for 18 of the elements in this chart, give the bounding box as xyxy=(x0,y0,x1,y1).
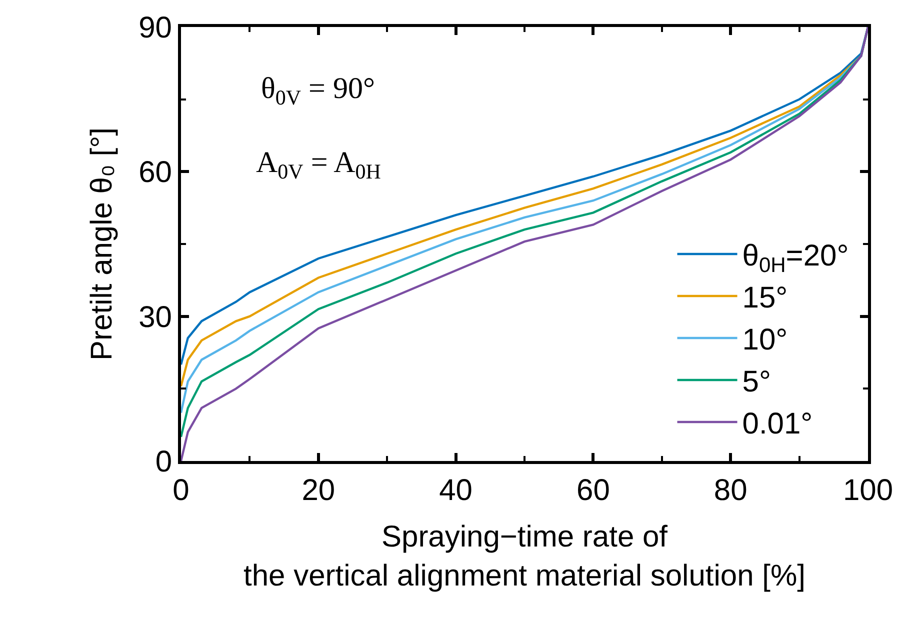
legend-label: 5° xyxy=(742,366,771,399)
y-axis-title: Pretilt angle θ₀ [°] xyxy=(86,128,119,360)
legend-label: θ$_{0H}$=20° xyxy=(742,240,849,277)
x-tick-label: 80 xyxy=(714,474,748,507)
x-axis-title: Spraying−time rate of the vertical alignment material solution [%] xyxy=(244,520,806,592)
x-tick-label: 40 xyxy=(439,474,472,507)
annotation: θ$_{0V}$ = 90° xyxy=(261,72,375,110)
x-tick-label: 60 xyxy=(576,474,610,507)
legend-label: 0.01° xyxy=(742,408,813,441)
y-tick-label: 90 xyxy=(138,12,172,44)
x-tick-label: 20 xyxy=(302,474,336,507)
x-tick-label: 100 xyxy=(842,474,894,507)
legend-label: 10° xyxy=(742,324,788,357)
y-tick-label: 0 xyxy=(155,446,172,478)
legend-label: 15° xyxy=(742,282,788,315)
y-tick-label: 60 xyxy=(138,156,172,190)
annotation: A$_{0V}$ = A$_{0H}$ xyxy=(256,146,381,184)
y-tick-label: 30 xyxy=(138,300,172,334)
